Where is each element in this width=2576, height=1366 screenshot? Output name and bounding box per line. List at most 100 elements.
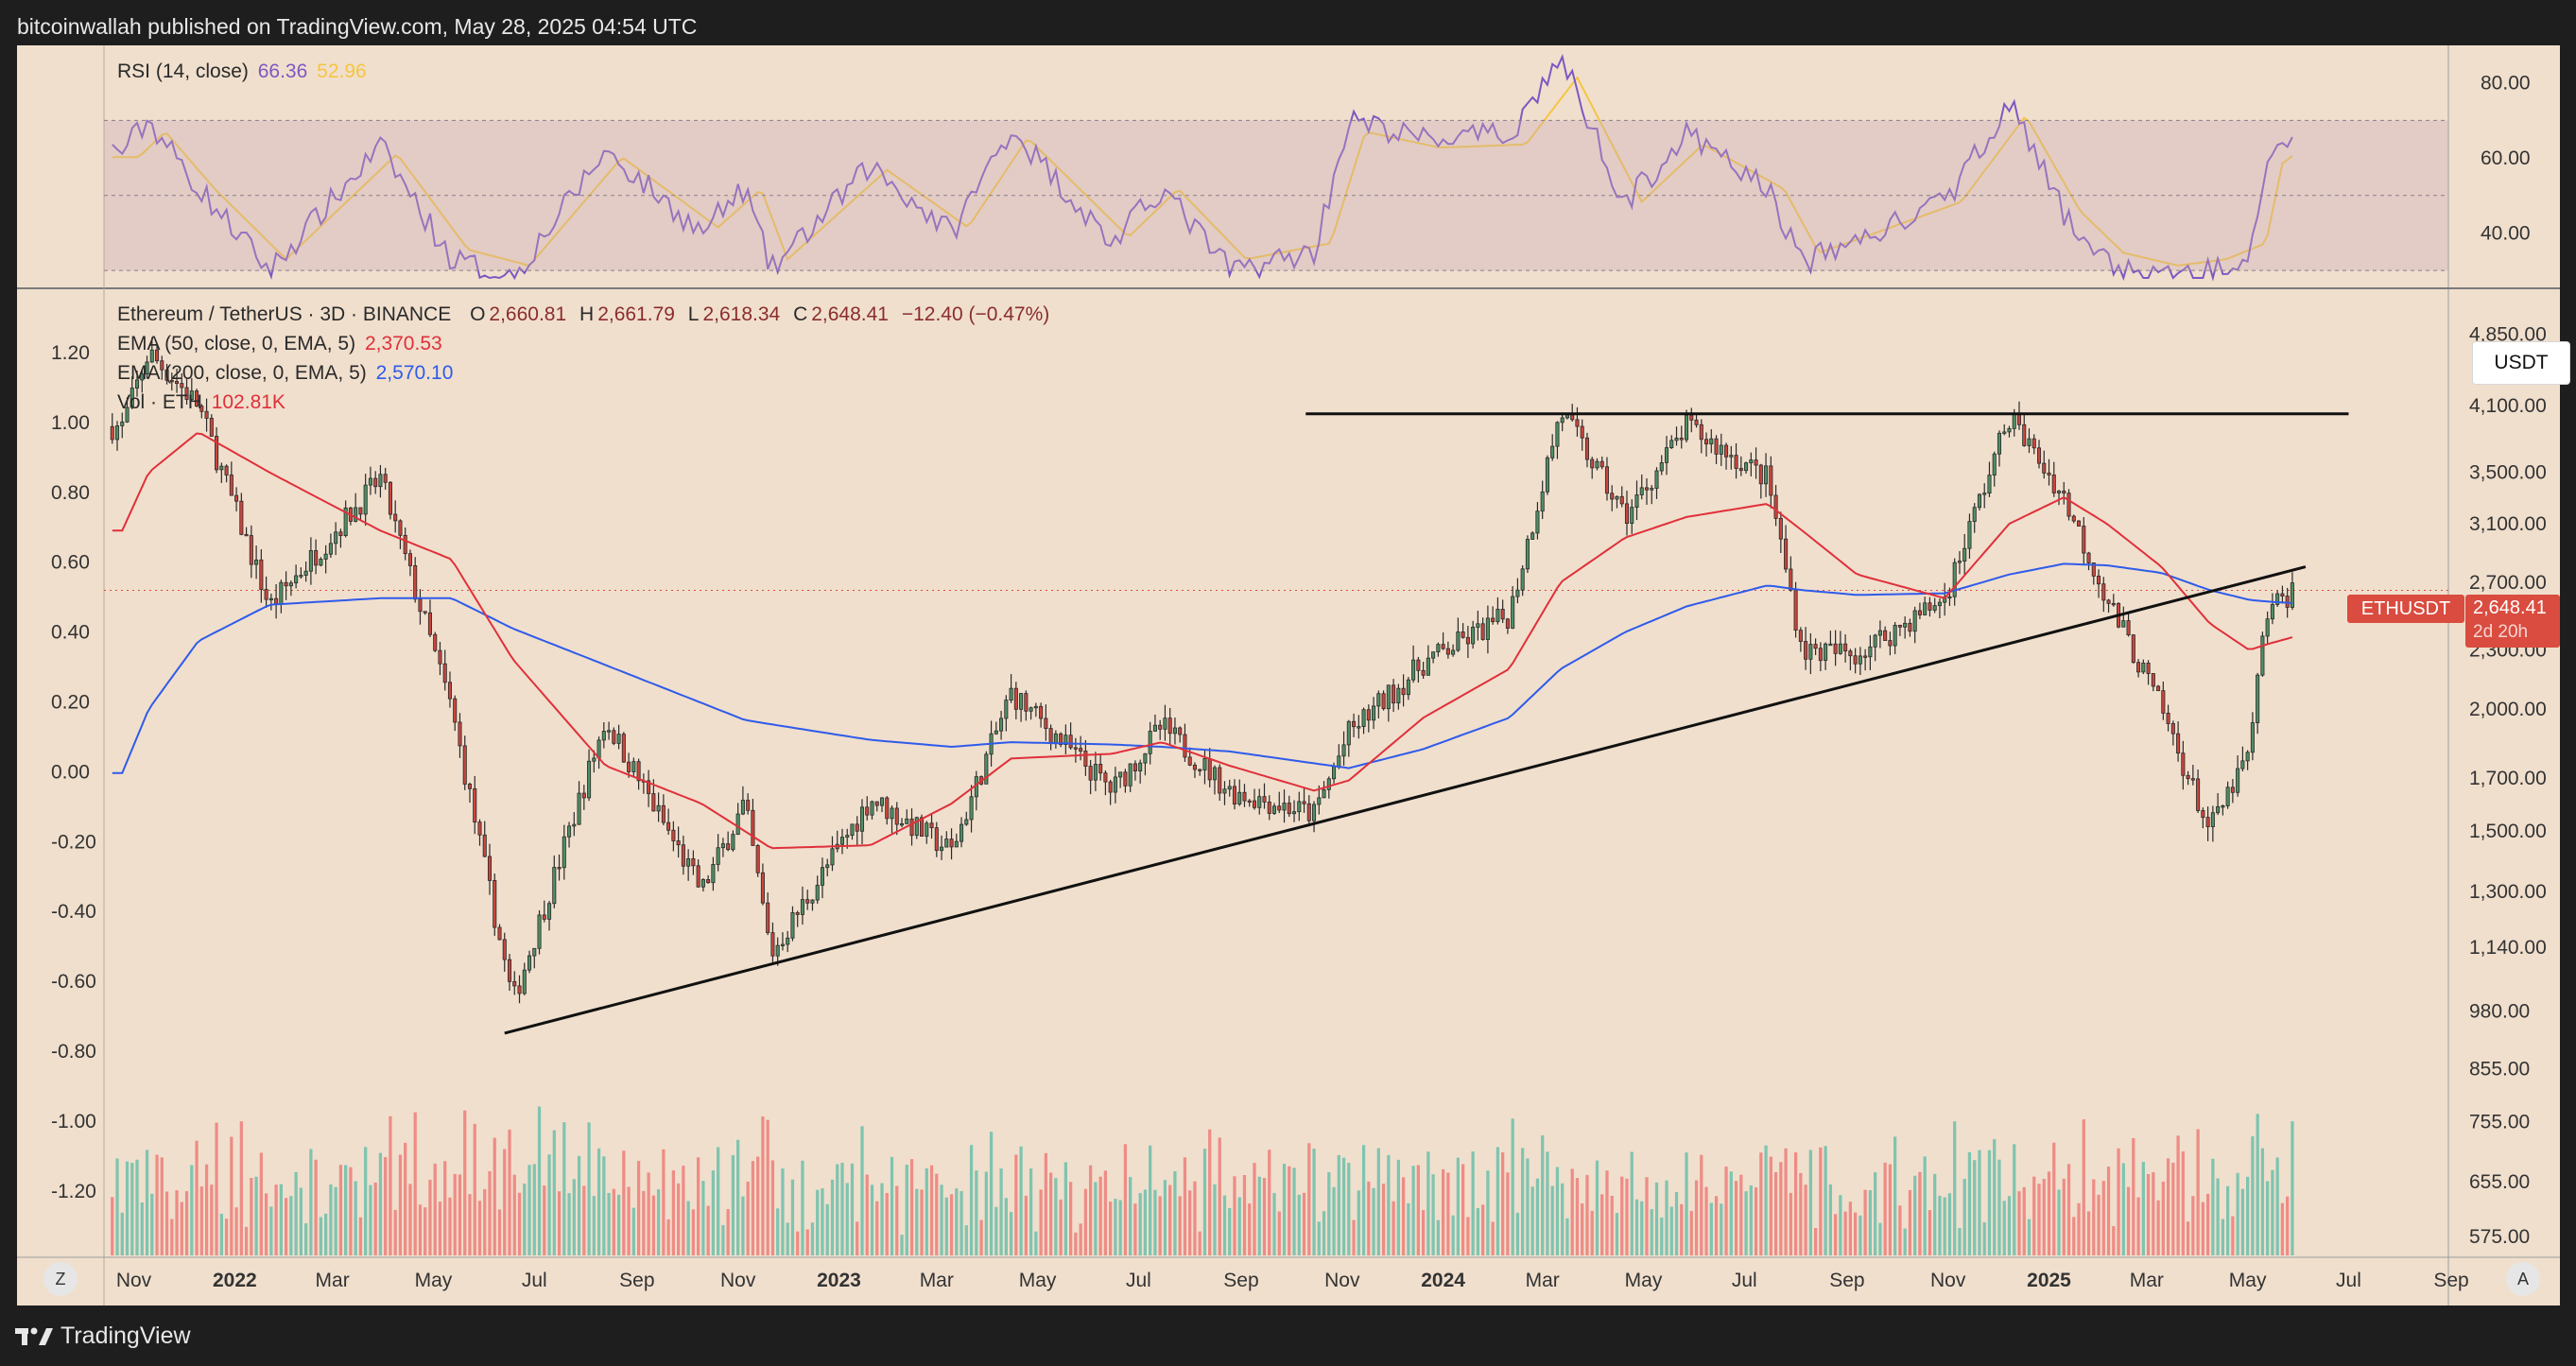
volume-bar — [1436, 1219, 1440, 1255]
volume-bar — [219, 1213, 223, 1255]
volume-bar — [592, 1196, 596, 1255]
volume-bar — [1799, 1172, 1803, 1255]
candle-body — [2066, 493, 2071, 517]
volume-bar — [1396, 1159, 1400, 1255]
volume-bar — [2082, 1119, 2085, 1255]
volume-bar — [1843, 1211, 1847, 1255]
auto-scale-button[interactable]: A — [2506, 1262, 2540, 1296]
candle-body — [1401, 687, 1406, 696]
volume-bar — [1114, 1199, 1117, 1255]
candle-body — [1610, 493, 1615, 500]
candle-body — [899, 822, 905, 826]
candle-body — [954, 840, 959, 848]
volume-bar — [1625, 1178, 1629, 1255]
volume-bar — [1357, 1190, 1360, 1255]
volume-bar — [2196, 1129, 2200, 1255]
candle-body — [497, 926, 502, 941]
volume-bar — [1694, 1180, 1699, 1255]
volume-bar — [477, 1201, 482, 1255]
candle-body — [865, 806, 870, 816]
volume-bar — [2042, 1179, 2046, 1255]
candle-body — [149, 349, 154, 363]
price-axis-tick: 2,700.00 — [2469, 572, 2547, 594]
candle-body — [354, 507, 358, 522]
volume-bar — [2266, 1181, 2270, 1255]
candle-body — [423, 611, 427, 614]
volume-bar — [1376, 1148, 1380, 1255]
candle-body — [268, 597, 273, 601]
time-axis-label: Nov — [116, 1270, 152, 1291]
candle-body — [1540, 491, 1545, 512]
volume-bar — [1063, 1162, 1068, 1255]
candle-body — [636, 761, 641, 782]
volume-bar — [1282, 1164, 1287, 1255]
candle-body — [2151, 673, 2155, 687]
volume-bar — [1441, 1168, 1445, 1255]
volume-bar — [2236, 1172, 2239, 1255]
candle-body — [870, 801, 874, 816]
candle-body — [462, 745, 467, 785]
candle-body — [859, 806, 865, 832]
candle-body — [120, 421, 125, 426]
volume-bar — [120, 1212, 124, 1255]
volume-bar — [369, 1184, 372, 1255]
volume-bar — [1149, 1145, 1152, 1255]
candle-body — [1793, 589, 1798, 631]
volume-bar — [1764, 1145, 1768, 1255]
price-axis-tick: 1,500.00 — [2469, 821, 2547, 842]
ema50-line — [112, 432, 2293, 850]
candle-body — [1738, 468, 1743, 472]
volume-bar — [1009, 1212, 1013, 1255]
candle-body — [805, 899, 810, 904]
volume-bar — [1824, 1146, 1827, 1255]
volume-bar — [1506, 1172, 1510, 1255]
candle-body — [850, 823, 855, 836]
volume-bar — [338, 1165, 343, 1255]
candle-body — [1451, 649, 1456, 655]
candle-body — [2245, 752, 2250, 762]
price-axis-tick: 3,500.00 — [2469, 462, 2547, 484]
volume-bar — [741, 1196, 745, 1255]
tradingview-logo[interactable]: TradingView — [15, 1323, 191, 1350]
candle-body — [433, 633, 438, 651]
volume-bar — [1372, 1187, 1375, 1255]
volume-bar — [711, 1170, 716, 1255]
candle-body — [1744, 462, 1749, 472]
chart-canvas[interactable]: 80.00 60.00 40.00 4,850.00 4,100.00 3,500.00 3… — [17, 45, 2560, 1305]
candle-body — [1987, 475, 1992, 494]
candle-body — [1192, 764, 1197, 770]
volume-bar — [2022, 1186, 2026, 1255]
candle-body — [815, 884, 820, 901]
volume-bar — [766, 1119, 769, 1255]
zoom-button[interactable]: Z — [43, 1262, 78, 1296]
chart-area[interactable]: 80.00 60.00 40.00 4,850.00 4,100.00 3,500.00 3… — [17, 45, 2570, 1305]
candle-body — [830, 848, 835, 866]
candle-body — [984, 753, 989, 785]
candle-body — [1654, 470, 1659, 489]
volume-bar — [567, 1193, 571, 1255]
candle-body — [1729, 455, 1734, 458]
volume-bar — [1546, 1151, 1549, 1255]
volume-bar — [706, 1205, 710, 1255]
volume-bar — [1660, 1217, 1664, 1255]
candle-body — [1257, 796, 1262, 808]
volume-bar — [1407, 1202, 1410, 1255]
candle-body — [1143, 752, 1148, 764]
volume-bar — [517, 1192, 522, 1255]
volume-bar — [721, 1224, 725, 1255]
candle-body — [1485, 617, 1490, 640]
candle-body — [1013, 687, 1018, 710]
candle-body — [299, 575, 303, 578]
volume-bar — [1253, 1163, 1256, 1255]
candle-body — [581, 792, 586, 799]
volume-bar — [2013, 1144, 2016, 1255]
candle-body — [1952, 562, 1957, 597]
candle-body — [363, 484, 368, 515]
candle-body — [621, 734, 626, 763]
volume-bar — [1198, 1231, 1202, 1255]
candle-body — [790, 912, 795, 939]
candle-body — [467, 784, 473, 789]
candle-body — [1575, 419, 1580, 427]
currency-button[interactable]: USDT — [2472, 341, 2570, 385]
candle-body — [1967, 521, 1972, 549]
